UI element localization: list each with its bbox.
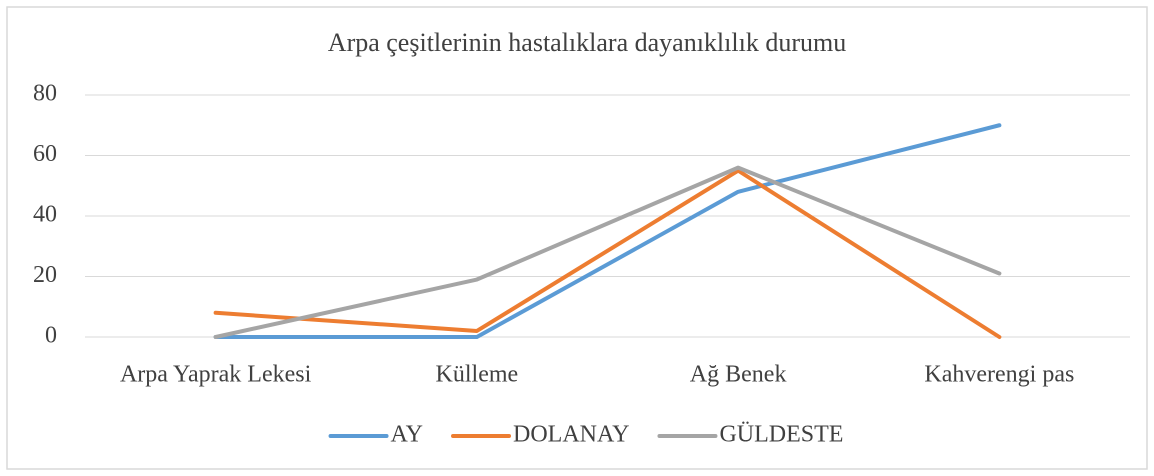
x-tick-label: Arpa Yaprak Lekesi: [120, 362, 312, 388]
legend-label: GÜLDESTE: [719, 422, 843, 448]
y-tick-label: 20: [33, 262, 57, 288]
legend-label: AY: [391, 422, 423, 448]
series-line: [213, 165, 1002, 339]
y-tick-label: 60: [33, 141, 57, 167]
series-line: [213, 123, 1002, 339]
x-tick-label: Külleme: [436, 362, 519, 388]
y-tick-label: 80: [33, 81, 57, 107]
x-tick-label: Kahverengi pas: [924, 362, 1074, 388]
series-line: [213, 168, 1002, 339]
legend-label: DOLANAY: [513, 422, 629, 448]
chart-title: Arpa çeşitlerinin hastalıklara dayanıklı…: [328, 28, 846, 57]
y-tick-label: 0: [45, 323, 57, 349]
x-tick-label: Ağ Benek: [690, 362, 787, 388]
y-tick-label: 40: [33, 202, 57, 228]
